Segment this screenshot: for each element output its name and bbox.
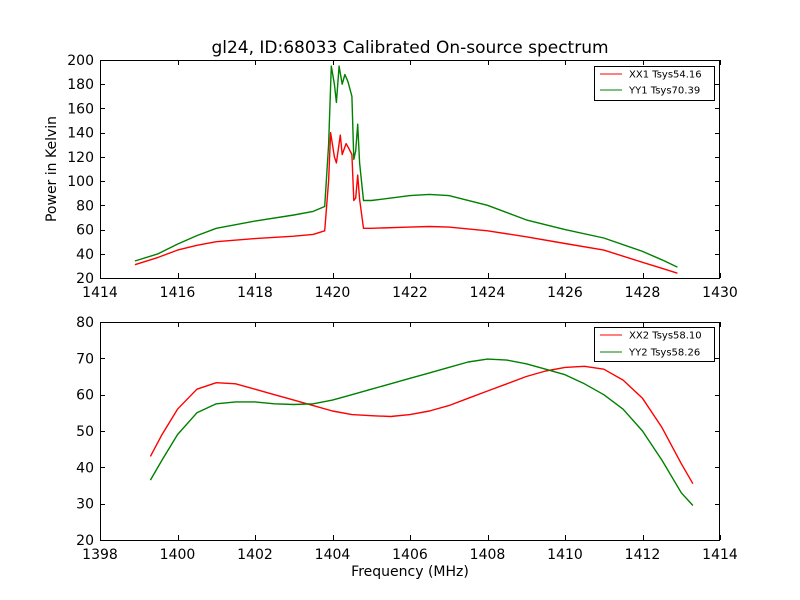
bottom-panel: Frequency (MHz) 1398 1400 1402 1404 1406 1408…: [76, 315, 738, 580]
top-panel: gl24, ID:68033 Calibrated On-source spec…: [44, 38, 738, 301]
y-tick-label: 80: [76, 198, 94, 214]
y-tick-label: 70: [76, 351, 94, 367]
bottom-axis-ticks: 1398 1400 1402 1404 1406 1408 1410 1412 1414 20 30…: [76, 315, 738, 563]
y-tick-label: 80: [76, 315, 94, 331]
y-tick-label: 20: [76, 271, 94, 287]
legend-yy2-label: YY2 Tsys58.26: [628, 348, 700, 359]
y-tick-label: 40: [76, 460, 94, 476]
x-tick-label: 1414: [702, 547, 738, 563]
y-tick-label: 140: [67, 126, 94, 142]
legend-yy1-label: YY1 Tsys70.39: [628, 86, 700, 97]
top-series-lines: [134, 65, 678, 274]
y-tick-label: 40: [76, 247, 94, 263]
top-legend: XX1 Tsys54.16 YY1 Tsys70.39: [594, 66, 715, 101]
y-axis-label: Power in Kelvin: [44, 116, 60, 222]
chart-title: gl24, ID:68033 Calibrated On-source spec…: [211, 38, 608, 58]
x-tick-label: 1418: [237, 285, 273, 301]
series-line: [149, 358, 694, 506]
top-plot-frame: [100, 60, 720, 279]
bottom-series-lines: [149, 358, 694, 506]
legend-xx1-label: XX1 Tsys54.16: [629, 70, 702, 81]
x-tick-label: 1402: [237, 547, 273, 563]
y-tick-label: 200: [67, 53, 94, 69]
x-tick-label: 1430: [702, 285, 738, 301]
x-tick-label: 1400: [160, 547, 196, 563]
bottom-plot-frame: [100, 322, 720, 541]
series-line: [149, 365, 694, 485]
y-tick-label: 60: [76, 388, 94, 404]
x-tick-label: 1408: [470, 547, 506, 563]
y-tick-label: 120: [67, 150, 94, 166]
x-tick-label: 1426: [547, 285, 583, 301]
y-tick-label: 100: [67, 174, 94, 190]
x-tick-label: 1410: [547, 547, 583, 563]
y-tick-label: 180: [67, 77, 94, 93]
y-tick-label: 30: [76, 497, 94, 513]
x-tick-label: 1416: [160, 285, 196, 301]
top-axis-ticks: 1414 1416 1418 1420 1422 1424 1426 1428 1430 20 40…: [67, 53, 738, 301]
x-tick-label: 1422: [392, 285, 428, 301]
y-tick-label: 50: [76, 424, 94, 440]
x-tick-label: 1428: [625, 285, 661, 301]
x-tick-label: 1414: [82, 285, 118, 301]
legend-xx2-label: XX2 Tsys58.10: [629, 331, 702, 342]
x-tick-label: 1404: [315, 547, 351, 563]
series-line: [134, 132, 678, 274]
y-tick-label: 60: [76, 223, 94, 239]
top-legend-box: [594, 66, 715, 101]
bottom-legend-box: [594, 327, 715, 362]
x-tick-label: 1420: [315, 285, 351, 301]
x-tick-label: 1424: [470, 285, 506, 301]
x-tick-label: 1398: [82, 547, 118, 563]
series-line: [134, 65, 678, 268]
y-tick-label: 160: [67, 101, 94, 117]
bottom-legend: XX2 Tsys58.10 YY2 Tsys58.26: [594, 327, 715, 362]
x-tick-label: 1406: [392, 547, 428, 563]
y-tick-label: 20: [76, 533, 94, 549]
x-tick-label: 1412: [625, 547, 661, 563]
x-axis-label: Frequency (MHz): [351, 564, 469, 580]
